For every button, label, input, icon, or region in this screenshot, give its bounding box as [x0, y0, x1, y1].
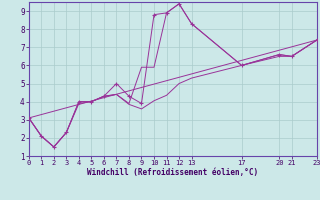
X-axis label: Windchill (Refroidissement éolien,°C): Windchill (Refroidissement éolien,°C)	[87, 168, 258, 177]
